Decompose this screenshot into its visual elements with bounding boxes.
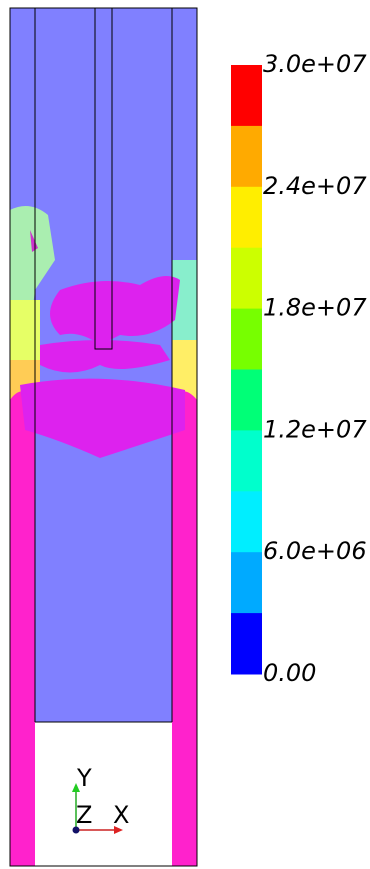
- colorbar-label: 1.2e+07: [263, 415, 367, 443]
- colorbar-segment: [231, 126, 262, 187]
- x-axis-label: X: [113, 801, 129, 829]
- colorbar-segment: [231, 370, 262, 431]
- colorbar-label: 2.4e+07: [263, 172, 367, 200]
- left-wall-material: [10, 391, 35, 866]
- right-wall-material: [172, 391, 197, 866]
- colorbar-label: 3.0e+07: [263, 50, 367, 78]
- colorbar-label: 0.00: [263, 659, 316, 687]
- colorbar-segment: [231, 65, 262, 126]
- colorbar-segment: [231, 187, 262, 248]
- domain: [10, 8, 197, 866]
- y-axis-label: Y: [76, 764, 92, 792]
- colorbar-segment: [231, 248, 262, 309]
- colorbar-segment: [231, 613, 262, 674]
- colorbar-segment: [231, 491, 262, 552]
- empty-region: [35, 722, 172, 866]
- colorbar-segment: [231, 430, 262, 491]
- z-axis-label: Z: [76, 801, 92, 829]
- colorbar-label: 6.0e+06: [263, 537, 367, 565]
- viewport: Y Z X 3.0e+07 2.4e+07 1.8e+07 1.2e+07 6.0e+0…: [0, 0, 370, 869]
- colorbar-label: 1.8e+07: [263, 294, 367, 322]
- colorbar: 3.0e+07 2.4e+07 1.8e+07 1.2e+07 6.0e+06 0.00: [231, 50, 367, 687]
- colorbar-segment: [231, 552, 262, 613]
- colorbar-segment: [231, 309, 262, 370]
